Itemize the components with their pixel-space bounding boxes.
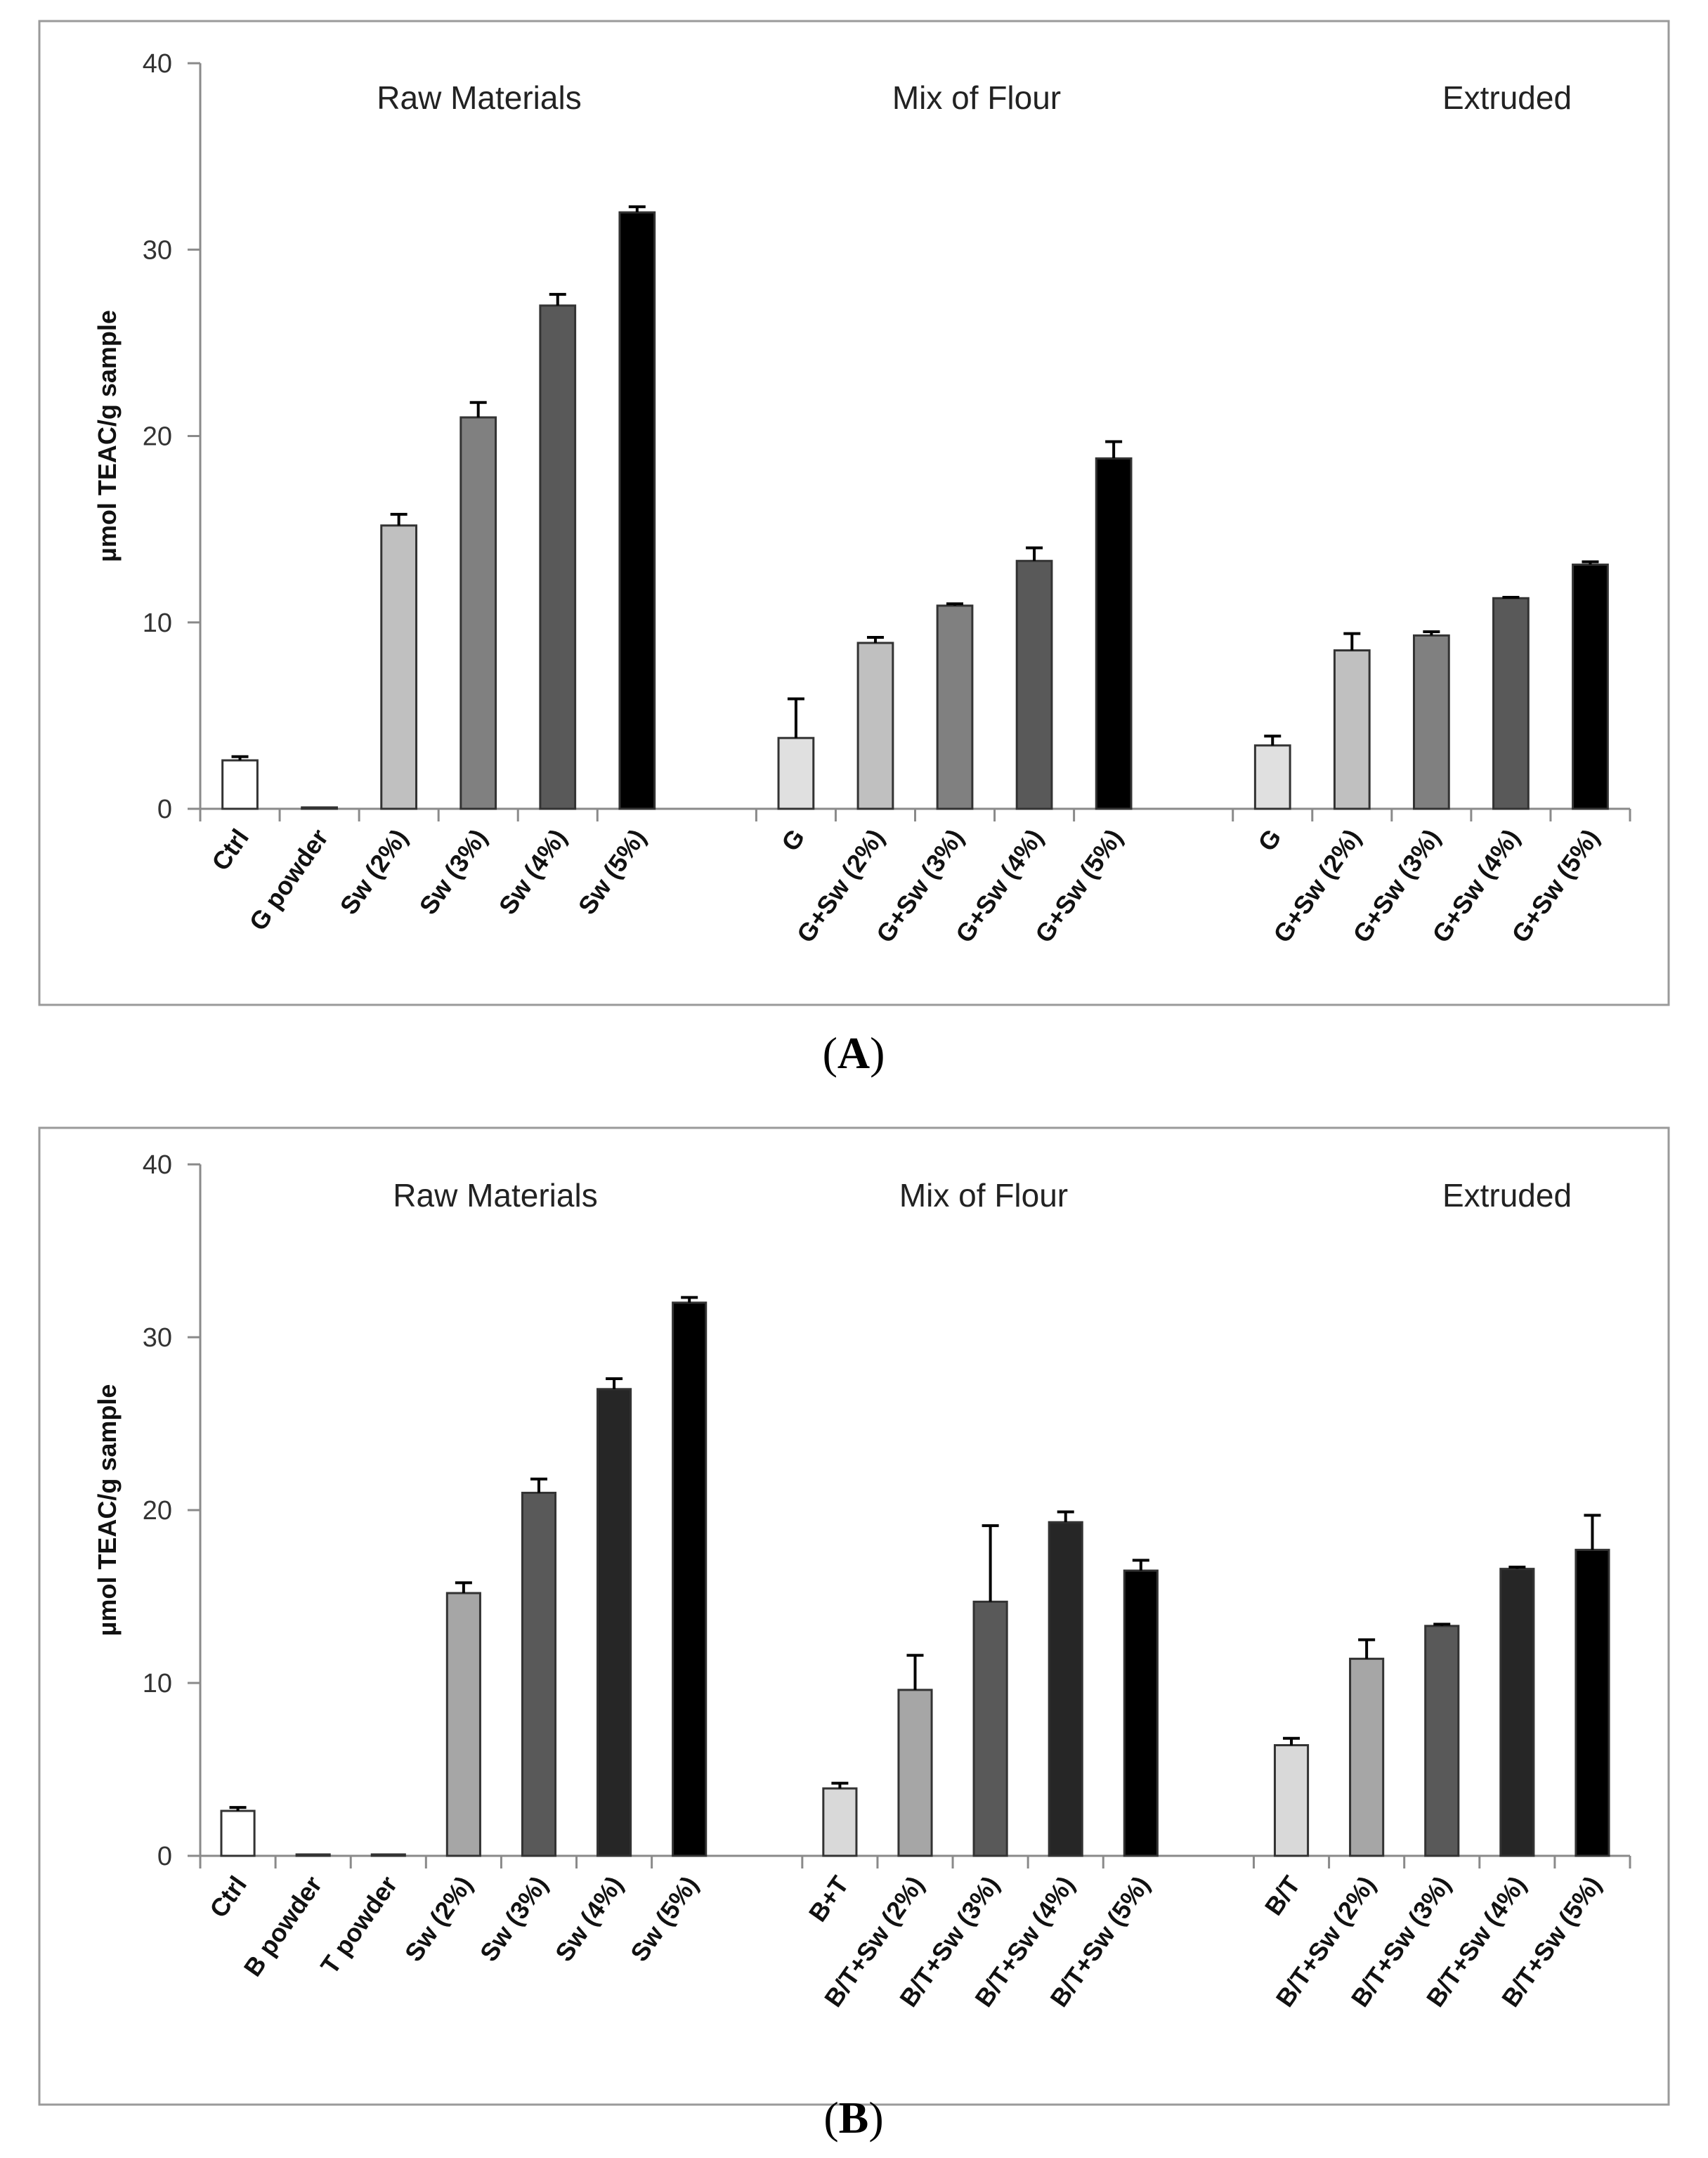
chart-0-group-title: Mix of Flour [892,79,1061,116]
chart-1-y-tick-label: 30 [143,1323,172,1353]
chart-1-frame [38,1126,1670,2106]
chart-0-bar [1412,634,1450,810]
chart-1-y-tick-label: 0 [157,1842,172,1871]
chart-1-bar [370,1853,406,1857]
chart-1-y-tick-label: 40 [143,1150,172,1180]
chart-0-bar [1492,597,1530,810]
chart-1-bar [1123,1569,1159,1857]
chart-0-y-tick-label: 10 [143,609,172,638]
chart-0-frame [38,20,1670,1006]
chart-0-panel-paren-close: ) [870,1028,885,1078]
chart-0-bar [459,416,497,810]
chart-1-panel-label: (B) [823,2093,883,2143]
chart-0-y-axis-label: µmol TEAC/g sample [93,310,122,562]
chart-0-group-title: Raw Materials [377,79,581,116]
chart-0-panel-letter: A [837,1028,870,1078]
chart-1-bar [822,1787,858,1857]
chart-1-bar [1273,1744,1310,1857]
chart-0-bar [777,736,815,810]
chart-0-bar [1572,564,1609,810]
chart-1-bar [897,1689,933,1857]
chart-1-group-title: Mix of Flour [899,1177,1068,1214]
chart-1-group-title: Raw Materials [393,1177,597,1214]
chart-1-panel-letter: B [839,2093,869,2143]
chart-0-bar [221,759,259,810]
chart-1-bar [1424,1625,1460,1857]
chart-0-y-tick-label: 0 [157,795,172,824]
chart-0-bar [380,524,418,810]
chart-1-y-tick-label: 20 [143,1496,172,1526]
chart-1-bar [295,1853,331,1857]
chart-1-panel-paren-open: ( [823,2093,838,2143]
chart-1-bar [597,1388,632,1857]
chart-1-bar [521,1491,557,1857]
chart-0-bar [301,806,338,810]
chart-1-bar [1349,1658,1385,1857]
chart-0-bar [856,642,894,810]
chart-0-bar [936,604,974,810]
chart-1-y-axis-label: µmol TEAC/g sample [93,1384,122,1637]
chart-0-bar [1015,559,1053,810]
chart-1-bar [972,1600,1008,1857]
chart-0-group-title: Extruded [1442,79,1572,116]
chart-1-bar [220,1809,256,1857]
chart-1-bar [1499,1568,1535,1857]
chart-0-panel-paren-open: ( [823,1028,837,1078]
chart-0-y-tick-label: 40 [143,49,172,79]
chart-1-bar [1048,1521,1083,1857]
chart-1-bar [445,1592,481,1857]
chart-0-y-tick-label: 20 [143,422,172,452]
chart-1-panel-paren-close: ) [868,2093,883,2143]
chart-1-bar [672,1301,708,1857]
chart-1-y-tick-label: 10 [143,1669,172,1698]
chart-1-group-title: Extruded [1442,1177,1572,1214]
chart-1-bar [1575,1549,1610,1857]
chart-0-bar [1333,649,1371,810]
chart-0-bar [1253,744,1291,810]
chart-0-bar [618,211,656,810]
chart-0-bar [1095,457,1133,810]
chart-0-panel-label: (A) [823,1028,885,1078]
chart-0-bar [539,304,577,810]
chart-0-y-tick-label: 30 [143,235,172,265]
